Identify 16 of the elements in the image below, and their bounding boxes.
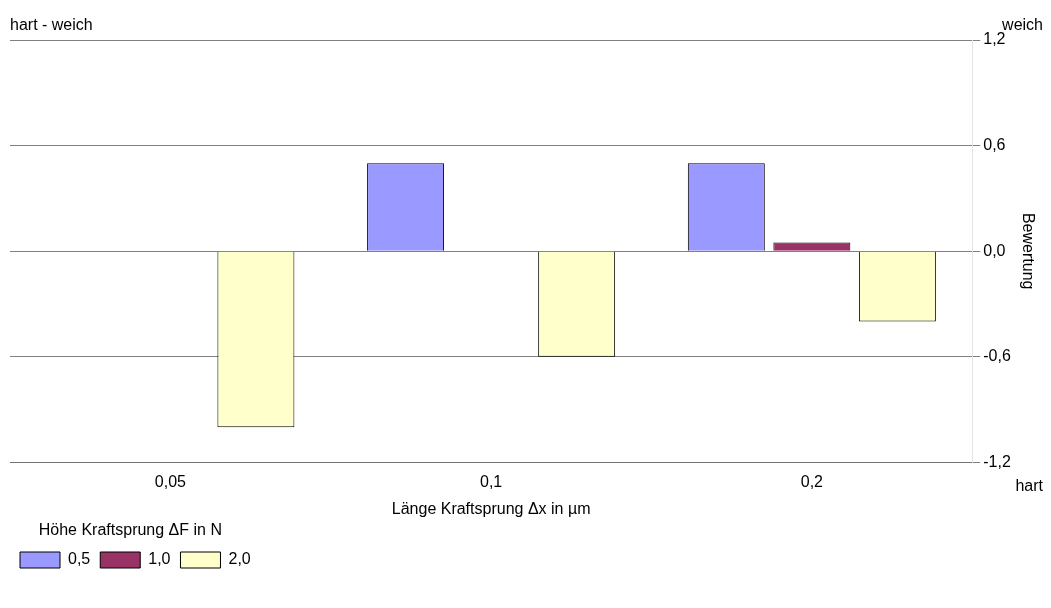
y-tick-label: -0,6: [983, 347, 1011, 365]
legend-title: Höhe Kraftsprung ΔF in N: [38, 521, 222, 539]
x-tick-label: 0,05: [154, 473, 187, 491]
x-tick-label: 0,1: [479, 473, 503, 491]
legend-label: 2,0: [228, 550, 251, 568]
y-tick-label: -1,2: [983, 452, 1011, 470]
y-tick-label: 1,2: [983, 30, 1006, 48]
y-tick-label: 0,6: [983, 136, 1006, 154]
x-tick-label: 0,2: [800, 473, 824, 491]
text: hart: [1015, 476, 1044, 494]
legend-label: 1,0: [148, 550, 171, 568]
y-axis-title: Bewertung: [1019, 212, 1037, 290]
x-axis-title: Länge Kraftsprung Δx in µm: [391, 499, 591, 517]
legend-label: 0,5: [68, 550, 91, 568]
text: hart - weich: [10, 16, 93, 34]
y-tick-label: 0,0: [983, 241, 1006, 259]
